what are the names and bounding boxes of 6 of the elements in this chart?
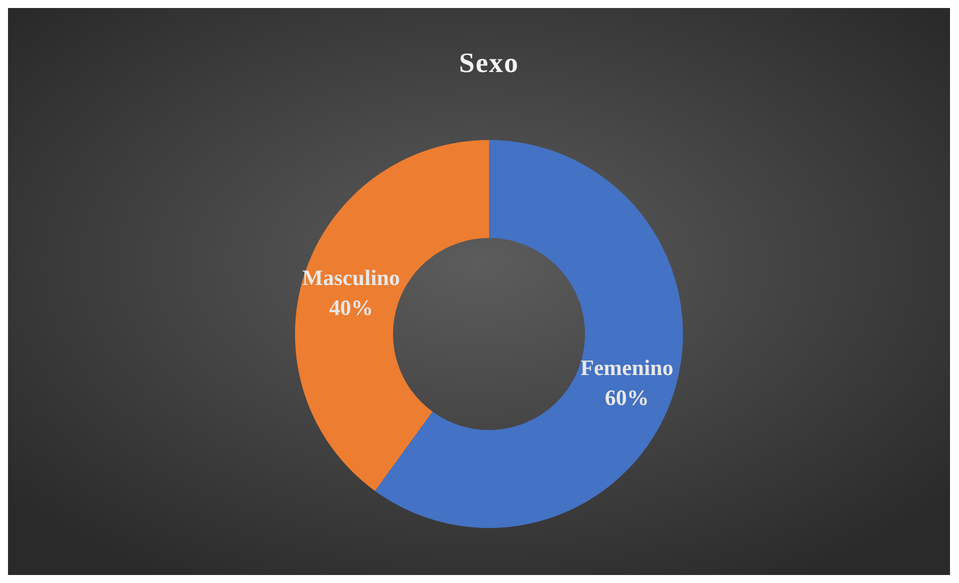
slice-label: Masculino (302, 265, 400, 290)
chart-title: Sexo (459, 48, 519, 79)
data-label: 60% (604, 384, 649, 410)
donut-slice (295, 140, 489, 491)
data-label: 40% (329, 295, 374, 320)
slice-label: Femenino (580, 354, 674, 380)
